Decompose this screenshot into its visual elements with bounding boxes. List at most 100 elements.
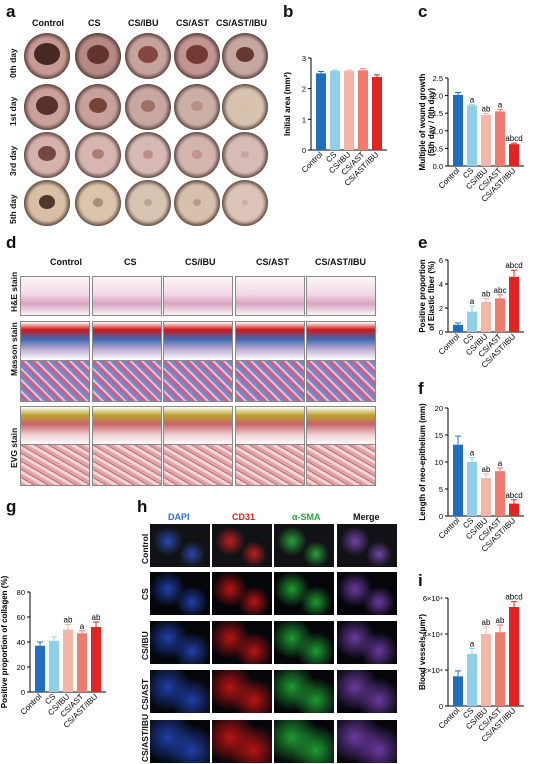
significance-label: a bbox=[470, 95, 475, 104]
wound-area bbox=[241, 151, 249, 158]
y-tick-label: 2×10⁴ bbox=[423, 666, 443, 675]
histology-image bbox=[20, 360, 90, 402]
y-axis-label: Length of neo-epithelium (mm) bbox=[418, 403, 427, 521]
significance-label: ab bbox=[482, 465, 491, 474]
y-tick-label: 6×10⁴ bbox=[423, 594, 443, 603]
bar-cs-ibu bbox=[481, 302, 491, 332]
histology-image bbox=[163, 444, 233, 486]
significance-label: a bbox=[498, 101, 503, 110]
histology-image bbox=[306, 444, 376, 486]
panel-letter-f: f bbox=[418, 379, 424, 398]
y-tick-label: 4×10⁴ bbox=[423, 630, 443, 639]
wound-photo bbox=[125, 33, 171, 79]
y-tick-label: 2 bbox=[439, 304, 443, 313]
fluorescence-image bbox=[150, 572, 210, 615]
bar-control bbox=[453, 324, 463, 332]
bar-control bbox=[316, 73, 326, 150]
bar-cs-ast bbox=[495, 298, 505, 332]
y-tick-label: 0.0 bbox=[433, 162, 443, 171]
significance-label: a bbox=[498, 459, 503, 468]
fluorescence-image bbox=[337, 621, 397, 664]
fluorescence-image bbox=[150, 524, 210, 567]
histology-image bbox=[20, 276, 90, 316]
wound-photo bbox=[222, 132, 268, 178]
panel-h-row-cs-ast: CS/AST bbox=[140, 678, 150, 710]
bar-cs-ast bbox=[495, 632, 505, 706]
panel-a-header-cs-ibu: CS/IBU bbox=[128, 18, 159, 28]
bar-cs-ast bbox=[358, 70, 368, 150]
bar-cs-ibu bbox=[344, 70, 354, 150]
y-axis-label: Multiple of wound growth bbox=[418, 73, 427, 170]
fluorescence-image bbox=[274, 572, 334, 615]
wound-area bbox=[186, 45, 208, 64]
wound-area bbox=[138, 46, 158, 63]
y-tick-label: 0 bbox=[439, 702, 443, 711]
bar-cs-ast-ibu bbox=[509, 144, 519, 166]
bar-cs-ast-ibu bbox=[509, 503, 519, 516]
wound-area bbox=[89, 98, 107, 114]
bar-cs-ibu bbox=[481, 114, 491, 166]
wound-area bbox=[36, 96, 58, 115]
panel-h-channel-merge: Merge bbox=[353, 512, 380, 522]
bar-control bbox=[453, 94, 463, 166]
panel-d-header-control: Control bbox=[50, 257, 82, 267]
panel-a-day-5: 5th day bbox=[8, 194, 18, 224]
significance-label: abcd bbox=[505, 593, 522, 602]
significance-label: ab bbox=[496, 616, 505, 625]
wound-area bbox=[144, 199, 152, 206]
panel-a-header-cs: CS bbox=[88, 18, 101, 28]
bar-cs bbox=[49, 640, 59, 692]
wound-photo bbox=[125, 84, 171, 130]
fluorescence-image bbox=[212, 572, 272, 615]
wound-area bbox=[193, 199, 201, 206]
y-axis-label: (5th day / 0th day) bbox=[427, 88, 436, 156]
significance-label: a bbox=[80, 622, 85, 631]
fluorescence-image bbox=[212, 621, 272, 664]
panel-letter-a: a bbox=[6, 2, 16, 21]
histology-image bbox=[163, 406, 233, 446]
significance-label: abcd bbox=[505, 261, 522, 270]
chart-e-elastic-fiber: 0246ControlaCSabCS/IBUabcCS/ASTabcdCS/AS… bbox=[418, 256, 524, 370]
wound-area bbox=[242, 200, 248, 206]
fluorescence-image bbox=[274, 524, 334, 567]
y-tick-label: 1.0 bbox=[433, 127, 443, 136]
y-axis-label: Blood vessels (μm²) bbox=[418, 614, 427, 690]
chart-f-neo-epithelium: 05101520ControlaCSabCS/IBUaCS/ASTabcdCS/… bbox=[418, 403, 524, 554]
significance-label: abcd bbox=[505, 491, 522, 500]
wound-photo bbox=[174, 180, 220, 226]
panel-a-day-3: 3rd day bbox=[8, 145, 18, 176]
y-axis-label: of Elastic fiber (%) bbox=[427, 261, 436, 331]
bar-control bbox=[453, 444, 463, 516]
panel-letter-h: h bbox=[137, 497, 148, 516]
panel-d-masson-label: Masson stain bbox=[9, 322, 19, 376]
y-axis-label: Initial area (mm²) bbox=[283, 72, 292, 136]
y-tick-label: 40 bbox=[17, 638, 25, 647]
bar-control bbox=[453, 676, 463, 706]
bar-cs-ast-ibu bbox=[509, 607, 519, 706]
wound-photo bbox=[174, 33, 220, 79]
bar-cs-ibu bbox=[481, 478, 491, 516]
y-axis-label: Positive proportion of collagen (%) bbox=[0, 575, 9, 708]
y-axis-label: Positive proportion bbox=[418, 259, 427, 332]
wound-photo bbox=[75, 84, 121, 130]
panel-h-row-cs-ast-ibu: CS/AST/IBU bbox=[140, 713, 150, 762]
wound-photo bbox=[222, 180, 268, 226]
bar-cs-ast-ibu bbox=[509, 276, 519, 332]
panel-h-row-cs: CS bbox=[140, 588, 150, 600]
panel-d-header-cs-ibu: CS/IBU bbox=[185, 257, 216, 267]
wound-photo bbox=[24, 84, 70, 130]
wound-area bbox=[236, 47, 254, 63]
histology-image bbox=[306, 276, 376, 316]
histology-image bbox=[92, 360, 162, 402]
y-tick-label: 5 bbox=[439, 485, 443, 494]
wound-photo bbox=[222, 84, 268, 130]
panel-letter-i: i bbox=[418, 571, 423, 590]
histology-image bbox=[92, 406, 162, 446]
y-tick-label: 0 bbox=[439, 512, 443, 521]
bar-control bbox=[35, 645, 45, 692]
wound-photo bbox=[222, 33, 268, 79]
y-tick-label: 6 bbox=[439, 256, 443, 265]
histology-image bbox=[163, 360, 233, 402]
y-tick-label: 1 bbox=[302, 115, 306, 124]
